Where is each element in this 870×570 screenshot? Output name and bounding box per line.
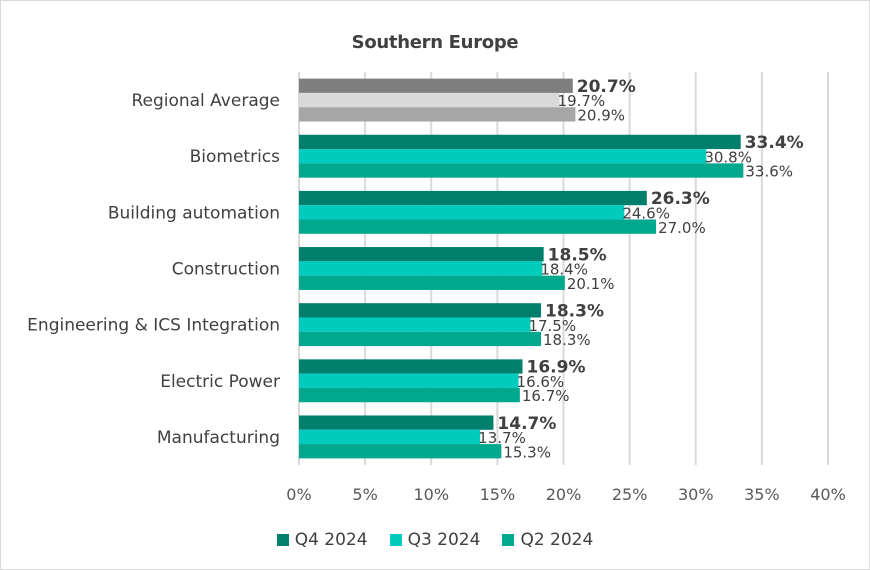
- bar: [299, 373, 519, 388]
- legend-label: Q3 2024: [407, 530, 481, 550]
- x-tick-label: 15%: [480, 485, 516, 504]
- bar: [299, 331, 542, 347]
- legend: Q4 2024 Q3 2024 Q2 2024: [0, 530, 870, 550]
- legend-item-q3: Q3 2024: [389, 530, 481, 550]
- bar: [299, 415, 494, 430]
- x-tick-label: 20%: [546, 485, 582, 504]
- bar: [299, 247, 544, 262]
- data-label: 13.7%: [478, 429, 526, 447]
- x-tick-label: 40%: [810, 485, 846, 504]
- x-tick-label: 10%: [413, 485, 449, 504]
- data-label: 33.4%: [745, 133, 804, 153]
- bar: [299, 190, 647, 206]
- data-label: 18.3%: [545, 301, 604, 321]
- data-label: 16.7%: [522, 387, 570, 405]
- bar: [299, 444, 502, 459]
- data-label: 20.7%: [577, 77, 636, 97]
- x-tick-label: 35%: [744, 485, 780, 504]
- data-label: 33.6%: [745, 163, 793, 181]
- bar: [299, 317, 531, 332]
- legend-item-q2: Q2 2024: [502, 530, 593, 550]
- data-label: 14.7%: [497, 414, 556, 434]
- bar: [299, 205, 625, 220]
- bar: [299, 429, 481, 445]
- data-label: 15.3%: [503, 443, 551, 461]
- data-label: 16.6%: [517, 373, 565, 391]
- bar: [299, 92, 560, 108]
- data-label: 24.6%: [622, 205, 670, 223]
- data-label: 27.0%: [658, 219, 706, 237]
- data-label: 18.3%: [543, 331, 591, 349]
- category-label: Biometrics: [190, 147, 281, 167]
- x-tick-label: 25%: [612, 485, 648, 504]
- x-tick-label: 0%: [286, 485, 311, 504]
- bar: [299, 387, 520, 403]
- data-label: 19.7%: [558, 92, 606, 110]
- data-label: 26.3%: [651, 189, 710, 209]
- data-label: 30.8%: [704, 148, 752, 166]
- bar: [299, 275, 565, 290]
- x-tick-label: 5%: [352, 485, 377, 504]
- legend-item-q4: Q4 2024: [276, 530, 368, 550]
- chart-title: Southern Europe: [351, 32, 519, 53]
- data-label: 16.9%: [527, 358, 586, 378]
- bar: [299, 107, 576, 122]
- data-label: 18.5%: [548, 245, 607, 265]
- bar: [299, 219, 657, 234]
- x-tick-label: 30%: [678, 485, 714, 504]
- category-label: Electric Power: [160, 372, 280, 392]
- category-label: Building automation: [108, 203, 280, 223]
- category-label: Regional Average: [131, 91, 280, 111]
- category-label: Manufacturing: [157, 428, 280, 448]
- data-label: 20.9%: [577, 107, 625, 125]
- data-label: 17.5%: [528, 317, 576, 335]
- bar: [299, 134, 741, 150]
- legend-label: Q4 2024: [294, 530, 368, 550]
- bar: [299, 163, 744, 178]
- data-label: 18.4%: [540, 261, 588, 279]
- bar: [299, 359, 523, 374]
- category-label: Engineering & ICS Integration: [27, 316, 280, 336]
- legend-swatch: [389, 534, 402, 546]
- bar: [299, 303, 542, 318]
- bar: [299, 261, 543, 276]
- legend-label: Q2 2024: [520, 530, 594, 550]
- legend-swatch: [276, 534, 289, 546]
- bar: [299, 78, 573, 93]
- bar: [299, 149, 707, 164]
- legend-swatch: [502, 534, 515, 546]
- data-label: 20.1%: [567, 275, 615, 293]
- category-label: Construction: [172, 260, 280, 280]
